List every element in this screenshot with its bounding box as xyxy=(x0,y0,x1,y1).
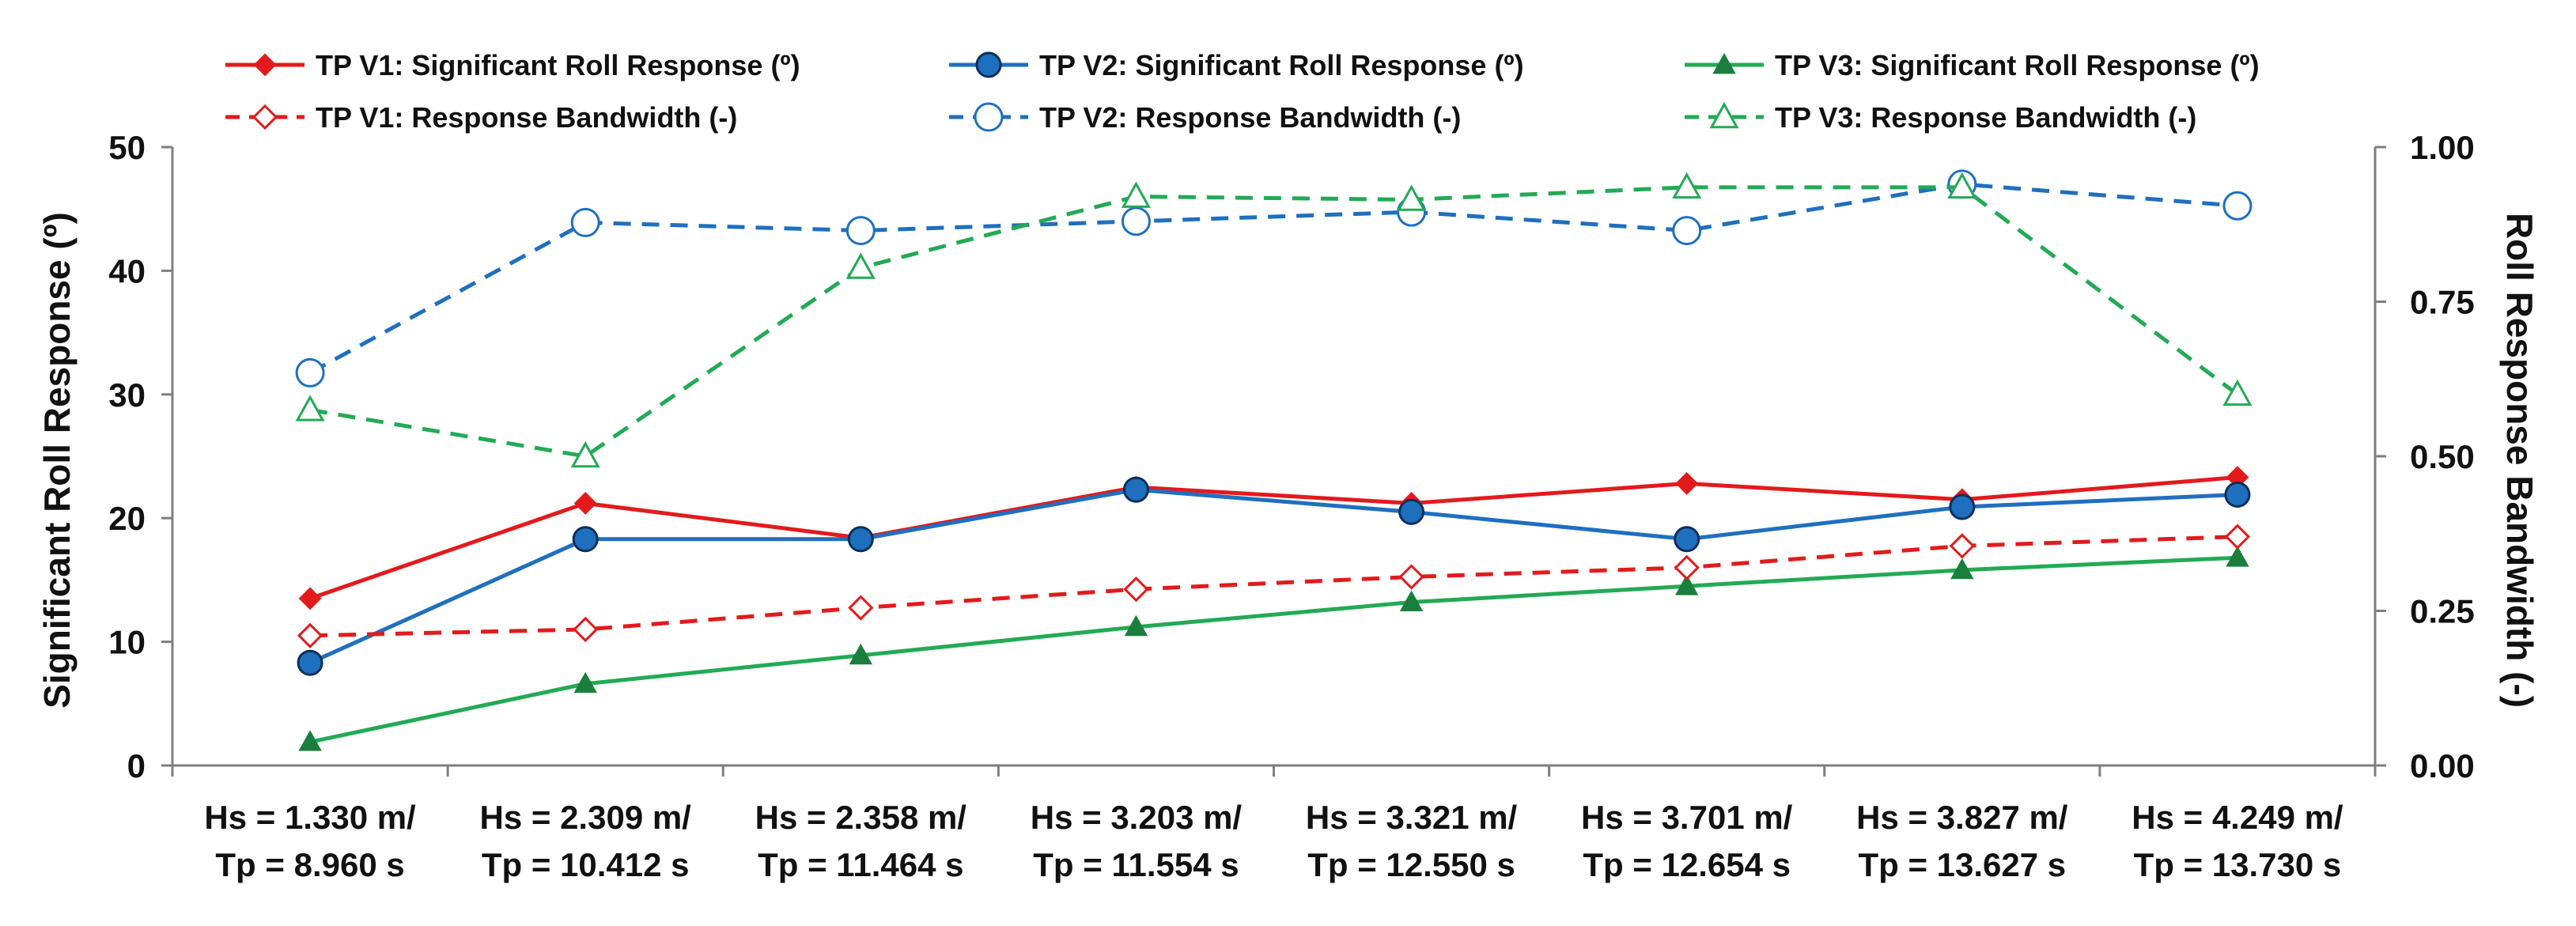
legend-item: TP V1: Significant Roll Response (º) xyxy=(225,49,800,81)
data-point xyxy=(252,104,278,130)
data-point xyxy=(1709,101,1739,129)
series-line xyxy=(310,535,2238,638)
y2-tick-label: 0.75 xyxy=(2410,284,2475,321)
x-tick-label: Hs = 3.321 m/Tp = 12.550 s xyxy=(1306,799,1518,883)
data-point xyxy=(2224,523,2251,550)
y2-tick-label: 0.50 xyxy=(2410,438,2475,475)
y-tick-label: 40 xyxy=(108,252,146,289)
x-tick-label: Hs = 2.358 m/Tp = 11.464 s xyxy=(755,799,967,883)
data-point xyxy=(573,492,597,515)
y2-tick-label: 1.00 xyxy=(2410,129,2475,166)
series-tp-v1-response-bandwidth xyxy=(297,523,2251,648)
data-point xyxy=(1672,216,1702,246)
data-point xyxy=(253,53,277,77)
legend-item: TP V2: Response Bandwidth (-) xyxy=(949,101,1461,134)
data-point xyxy=(1674,574,1699,595)
data-point xyxy=(2222,379,2253,406)
data-point xyxy=(975,51,1002,78)
series-line xyxy=(309,487,2238,665)
data-point xyxy=(1123,576,1149,603)
data-point xyxy=(974,102,1004,132)
data-point xyxy=(1950,557,1974,580)
series-line xyxy=(309,555,2238,744)
y-tick-label: 30 xyxy=(108,376,146,414)
data-point xyxy=(1121,181,1151,208)
data-point xyxy=(2224,481,2251,508)
legend-label: TP V1: Significant Roll Response (º) xyxy=(316,49,800,81)
data-point xyxy=(1947,172,1977,199)
data-point xyxy=(298,587,322,610)
data-point xyxy=(849,643,873,665)
data-point xyxy=(1672,172,1702,199)
legend-label: TP V2: Response Bandwidth (-) xyxy=(1039,101,1461,134)
data-point xyxy=(1949,533,1975,559)
data-point xyxy=(847,526,874,553)
series-line xyxy=(308,182,2238,375)
data-point xyxy=(845,252,876,279)
legend-item: TP V3: Significant Roll Response (º) xyxy=(1685,49,2260,81)
y-tick-label: 0 xyxy=(127,747,146,784)
data-point xyxy=(1675,471,1699,495)
x-tick-label: Hs = 3.701 m/Tp = 12.654 s xyxy=(1581,799,1793,883)
data-point xyxy=(1122,476,1149,503)
series-tp-v3-significant-roll-response xyxy=(298,546,2249,751)
data-point xyxy=(572,526,599,553)
data-point xyxy=(573,671,597,694)
data-point xyxy=(297,622,323,648)
series-group xyxy=(295,169,2253,751)
data-point xyxy=(1674,526,1700,553)
legend-item: TP V1: Response Bandwidth (-) xyxy=(225,101,737,134)
data-point xyxy=(570,207,600,237)
data-point xyxy=(1124,614,1148,637)
legend-item: TP V3: Response Bandwidth (-) xyxy=(1685,101,2196,134)
series-line xyxy=(309,475,2238,601)
data-point xyxy=(845,216,876,246)
legend-label: TP V1: Response Bandwidth (-) xyxy=(316,101,737,134)
x-tick-label: Hs = 2.309 m/Tp = 10.412 s xyxy=(480,799,692,883)
series-tp-v2-significant-roll-response xyxy=(297,476,2251,676)
y2-tick-label: 0.25 xyxy=(2410,593,2475,630)
series-tp-v3-response-bandwidth xyxy=(295,172,2253,468)
data-point xyxy=(298,730,322,751)
data-point xyxy=(1399,590,1424,611)
legend-item: TP V2: Significant Roll Response (º) xyxy=(949,49,1524,81)
data-point xyxy=(295,395,325,421)
x-tick-label: Hs = 4.249 m/Tp = 13.730 s xyxy=(2132,799,2343,883)
series-tp-v2-response-bandwidth xyxy=(295,169,2253,387)
data-point xyxy=(295,357,325,387)
data-point xyxy=(570,440,600,468)
data-point xyxy=(2222,191,2253,221)
x-tick-label: Hs = 3.203 m/Tp = 11.554 s xyxy=(1031,799,1243,883)
data-point xyxy=(1121,206,1151,236)
x-tick-label: Hs = 3.827 m/Tp = 13.627 s xyxy=(1856,799,2068,883)
y-tick-label: 10 xyxy=(108,624,146,661)
series-line xyxy=(309,185,2239,459)
data-point xyxy=(1712,52,1736,74)
axes: 0 10 20 30 40 50 0.00 0.25 0.50 0.75 1.00 Hs = 1.33… xyxy=(108,129,2474,883)
data-point xyxy=(848,595,874,621)
x-tick-label: Hs = 1.330 m/Tp = 8.960 s xyxy=(204,799,416,883)
data-point xyxy=(1397,184,1427,211)
data-point xyxy=(1949,493,1976,520)
data-point xyxy=(1674,554,1700,580)
y-tick-label: 50 xyxy=(108,129,146,166)
data-point xyxy=(2226,546,2249,567)
legend-label: TP V3: Response Bandwidth (-) xyxy=(1775,101,2196,134)
legend: TP V1: Significant Roll Response (º) TP V… xyxy=(225,49,2260,134)
data-point xyxy=(1398,498,1425,525)
data-point xyxy=(573,616,599,643)
legend-label: TP V2: Significant Roll Response (º) xyxy=(1039,49,1524,81)
y2-axis-title: Roll Response Bandwidth (-) xyxy=(2499,213,2540,708)
legend-label: TP V3: Significant Roll Response (º) xyxy=(1775,49,2260,81)
y-tick-label: 20 xyxy=(108,500,146,537)
y2-tick-label: 0.00 xyxy=(2410,747,2475,784)
y-axis-title: Significant Roll Response (º) xyxy=(36,212,78,709)
data-point xyxy=(297,649,323,676)
data-point xyxy=(1398,564,1424,590)
